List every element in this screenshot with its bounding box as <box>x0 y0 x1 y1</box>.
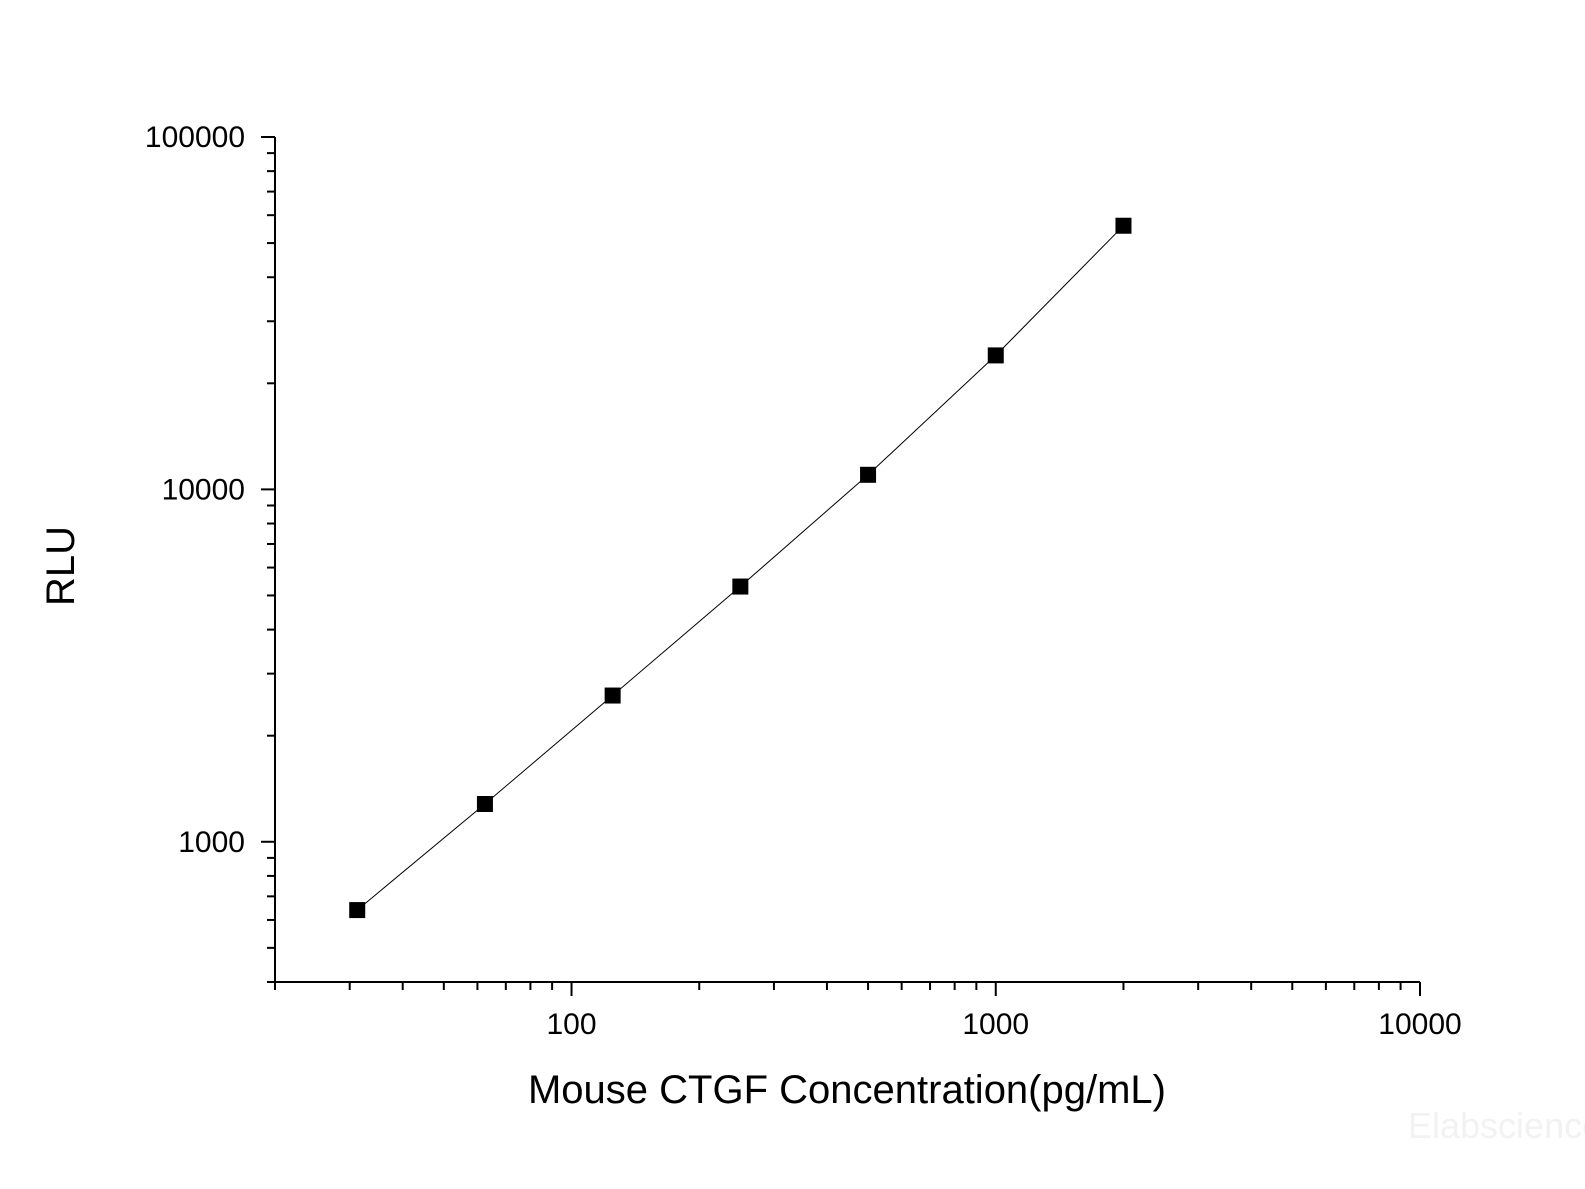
x-axis-title: Mouse CTGF Concentration(pg/mL) <box>528 1068 1166 1112</box>
series-line-group <box>356 225 1124 911</box>
watermark-text: Elabscience <box>1408 1105 1585 1146</box>
y-tick-label: 100000 <box>145 121 245 154</box>
data-point <box>1115 217 1132 234</box>
x-tick-label: 100 <box>546 1008 596 1041</box>
data-point <box>860 466 877 483</box>
y-tick-label: 10000 <box>162 473 245 506</box>
x-tick-label: 1000 <box>962 1008 1029 1041</box>
y-axis-title: RLU <box>39 526 83 606</box>
data-point <box>987 347 1004 364</box>
y-tick-label: 1000 <box>178 826 245 859</box>
series-points-group <box>349 217 1132 919</box>
data-point <box>732 578 749 595</box>
data-point <box>349 902 366 919</box>
axes: 100 1000 10000 1000 10000 100000 <box>145 121 1462 1041</box>
x-tick-label: 10000 <box>1378 1008 1461 1041</box>
series-line <box>356 225 1124 911</box>
data-point <box>476 795 493 812</box>
data-point <box>604 687 621 704</box>
